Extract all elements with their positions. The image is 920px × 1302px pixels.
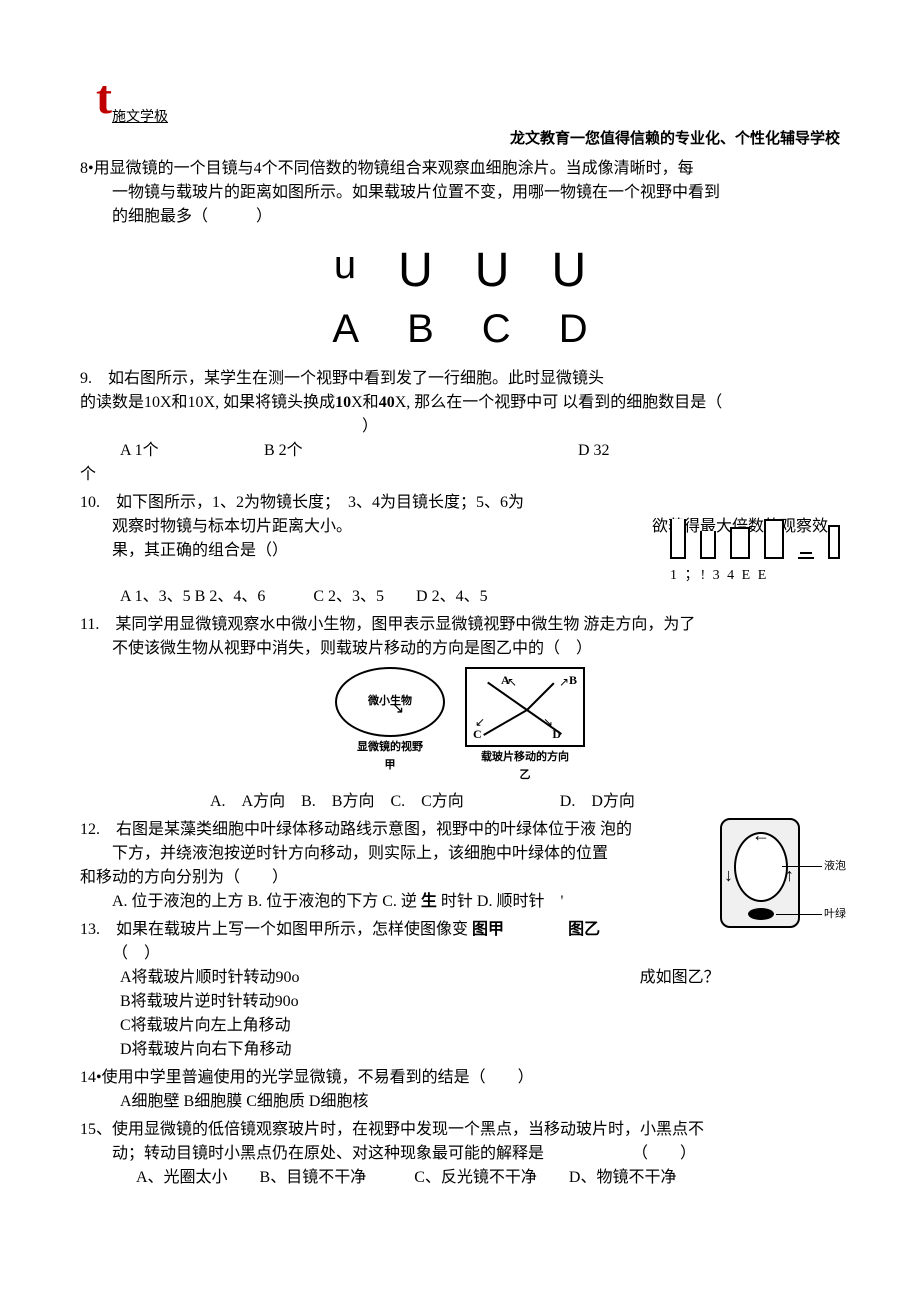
q8-shape-a: u [334,235,356,307]
q12-line1: 右图是某藻类细胞中叶绿体移动路线示意图，视野中的叶绿体位于液 泡的 [116,821,632,838]
q12-num: 12. [80,821,100,838]
q15-opts: A、光圈太小 B、目镜不干净 C、反光镜不干净 D、物镜不干净 [80,1166,840,1190]
q13-optA: A将载玻片顺时针转动90o [120,969,300,986]
q8-label-b: B [407,299,434,359]
q14-opts: A细胞壁 B细胞膜 C细胞质 D细胞核 [80,1090,840,1114]
q11-square: A B C D ↗ ↖ ↙ ↘ [465,667,585,747]
q9-line2a: 的读数是10X和10X, 如果将镜头换成 [80,394,335,411]
q12-opts-a: A. 位于液泡的上方 B. 位于液泡的下方 C. 逆 [112,893,417,910]
q11-corner-b: B [569,671,577,689]
q15-line2: 动；转动目镜时小黑点仍在原处、对这种现象最可能的解释是 （ ） [80,1142,840,1166]
q11-line1: 某同学用显微镜观察水中微小生物，图甲表示显微镜视野中微生物 游走方向，为了 [115,616,695,633]
logo-text: 施文学极 [112,107,168,128]
q12-sheng: 生 [421,893,437,910]
chloroplast [748,908,774,920]
q13-line1a: 如果在载玻片上写一个如图甲所示，怎样使图像变 [116,921,468,938]
q13-jia: 图甲 [472,921,504,938]
q8-label-d: D [559,299,588,359]
q11-caption-left: 显微镜的视野 [335,739,445,756]
q8-line3: 的细胞最多（ ） [80,205,840,229]
q11-oval: 微小生物 ↘ [335,667,445,737]
q11-opts: A. A方向 B. B方向 C. C方向 D. D方向 [80,790,840,814]
q9-unit: 个 [80,463,840,487]
q15-line1: 使用显微镜的低倍镜观察玻片时，在视野中发现一个黑点，当移动玻片时，小黑点不 [112,1121,704,1138]
q9-optD: D 32 [578,439,610,463]
q8-shape-d: U [551,235,586,307]
question-9: 9. 如右图所示，某学生在测一个视野中看到发了一行细胞。此时显微镜头 的读数是1… [80,367,840,487]
q10-num: 10. [80,494,100,511]
q15-num: 15、 [80,1121,112,1138]
q9-bold2: 40 [379,394,395,411]
q8-line1: 用显微镜的一个目镜与4个不同倍数的物镜组合来观察血细胞涂片。当成像清晰时，每 [94,160,694,177]
q9-line3: ） [220,415,520,439]
q13-tail: 成如图乙？ [640,969,720,986]
q14-num: 14• [80,1069,102,1086]
q11-sub-right: 乙 [465,767,585,784]
q9-num: 9. [80,370,92,387]
q9-mid1: X和 [351,394,379,411]
q12-opts-b: 时针 D. 顺时针 ' [437,893,563,910]
tagline: 龙文教育一您值得信赖的专业化、个性化辅导学校 [80,128,840,151]
cell-rect: ↓ ↑ ← [720,818,800,928]
q11-num: 11. [80,616,99,633]
q8-line2: 一物镜与载玻片的距离如图所示。如果载玻片位置不变，用哪一物镜在一个视野中看到 [80,181,840,205]
question-11: 11. 某同学用显微镜观察水中微小生物，图甲表示显微镜视野中微生物 游走方向，为… [80,613,840,814]
q8-shape-c: U [475,235,510,307]
lens-6 [828,525,840,559]
q13-optD: D将载玻片向右下角移动 [80,1038,840,1062]
q13-optB: B将载玻片逆时针转动90o [80,990,840,1014]
label-vacuole: 液泡 [824,858,846,875]
q10-line2a: 观察时物镜与标本切片距离大小。 [112,515,652,539]
label-chloro: 叶绿 [824,906,846,923]
lens-2 [700,531,716,559]
q9-optA: A 1个 [120,439,260,463]
q10-diagram: 1 ；! 3 4 E E [670,511,840,586]
question-12: ↓ ↑ ← 液泡 叶绿 12. 右图是某藻类细胞中叶绿体移动路线示意图，视野中的… [80,818,840,914]
q11-diagram: 微小生物 ↘ 显微镜的视野 甲 A B C D ↗ ↖ ↙ ↘ 载玻片移动的方向 [80,667,840,784]
q10-lens-labels: 1 ；! 3 4 E E [670,565,840,586]
q8-diagram: u U U U A B C D [80,235,840,359]
q8-shape-b: U [398,235,433,307]
question-14: 14•使用中学里普遍使用的光学显微镜，不易看到的结是（ ） A细胞壁 B细胞膜 … [80,1066,840,1114]
q8-num: 8• [80,160,94,177]
question-10: 1 ；! 3 4 E E 10. 如下图所示，1、2为物镜长度； 3、4为目镜长… [80,491,840,609]
q11-sub-left: 甲 [335,757,445,774]
q11-caption-right: 载玻片移动的方向 [465,749,585,766]
q10-line1a: 如下图所示，1、2为物镜长度； [116,494,332,511]
question-8: 8•用显微镜的一个目镜与4个不同倍数的物镜组合来观察血细胞涂片。当成像清晰时，每… [80,157,840,359]
lens-5a [800,551,812,554]
lens-4 [764,519,784,559]
lens-3 [730,527,750,559]
lens-1 [670,519,686,559]
question-15: 15、使用显微镜的低倍镜观察玻片时，在视野中发现一个黑点，当移动玻片时，小黑点不… [80,1118,840,1190]
q9-line1: 如右图所示，某学生在测一个视野中看到发了一行细胞。此时显微镜头 [108,370,604,387]
q11-line2: 不使该微生物从视野中消失，则载玻片移动的方向是图乙中的（ ） [80,637,840,661]
q13-line2: （ ） [80,942,840,966]
q14-text: 使用中学里普遍使用的光学显微镜，不易看到的结是（ ） [102,1069,534,1086]
logo: t施文学极 [96,62,168,134]
q12-diagram: ↓ ↑ ← 液泡 叶绿 [720,818,850,928]
q8-label-a: A [332,299,359,359]
logo-letter: t [96,62,112,134]
q13-num: 13. [80,921,100,938]
q9-optB: B 2个 [264,439,574,463]
q9-bold1: 10 [335,394,351,411]
q10-opts: A 1、3、5 B 2、4、6 C 2、3、5 D 2、4、5 [80,585,840,609]
q13-yi: 图乙 [568,921,600,938]
question-13: 13. 如果在载玻片上写一个如图甲所示，怎样使图像变 图甲 图乙 （ ） A将载… [80,918,840,1062]
q11-oval-text: 微小生物 [368,693,412,710]
q10-line1b: 3、4为目镜长度；5、6为 [348,494,524,511]
q12-line2: 下方，并绕液泡按逆时针方向移动，则实际上，该细胞中叶绿体的位置 [80,842,690,866]
q9-line2b: X, 那么在一个视野中可 以看到的细胞数目是（ [395,394,723,411]
q13-optC: C将载玻片向左上角移动 [80,1014,840,1038]
q8-label-c: C [482,299,511,359]
